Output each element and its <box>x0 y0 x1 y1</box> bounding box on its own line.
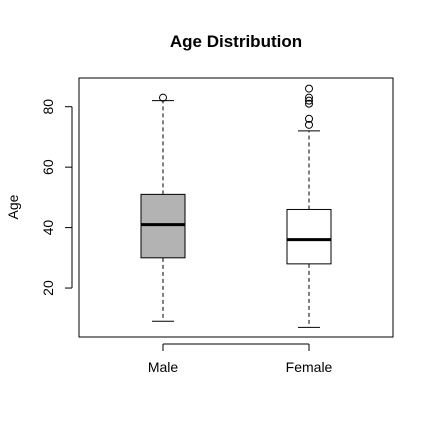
y-tick-label-40: 40 <box>40 220 56 236</box>
male-outlier-0 <box>159 93 167 102</box>
female-outlier-3 <box>305 96 313 105</box>
female-outlier-0 <box>305 120 313 129</box>
female-box <box>286 208 332 265</box>
chart-title: Age Distribution <box>170 32 302 51</box>
y-tick-label-60: 60 <box>40 159 56 175</box>
y-tick-label-80: 80 <box>40 99 56 115</box>
x-tick-label-male: Male <box>148 359 179 375</box>
y-tick-label-20: 20 <box>40 280 56 296</box>
x-tick-label-female: Female <box>286 359 333 375</box>
plot-layer: 20 40 60 80 Male Female <box>40 84 333 375</box>
plot-frame <box>78 77 394 338</box>
y-axis-label: Age <box>5 194 21 219</box>
male-box <box>140 193 186 259</box>
female-outlier-5 <box>305 84 313 93</box>
female-outlier-4 <box>305 93 313 102</box>
female-outlier-1 <box>305 114 313 123</box>
female-outlier-2 <box>305 99 313 108</box>
